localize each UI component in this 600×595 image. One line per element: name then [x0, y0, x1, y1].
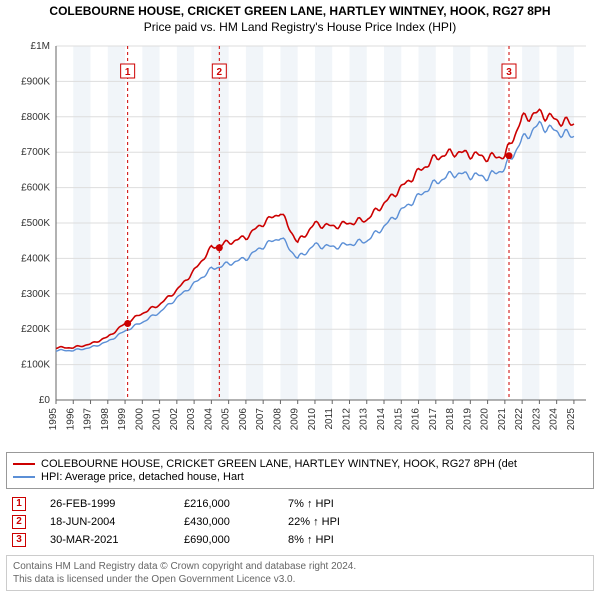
marker-price: £690,000	[184, 534, 264, 546]
svg-text:2000: 2000	[134, 407, 145, 430]
svg-text:£800K: £800K	[21, 111, 50, 122]
svg-text:2009: 2009	[290, 407, 301, 430]
marker-number-box: 3	[12, 533, 26, 547]
marker-date: 30-MAR-2021	[50, 534, 160, 546]
marker-row: 3 30-MAR-2021 £690,000 8% ↑ HPI	[6, 531, 594, 549]
svg-text:2017: 2017	[428, 407, 439, 430]
svg-text:£200K: £200K	[21, 324, 50, 335]
legend-row: COLEBOURNE HOUSE, CRICKET GREEN LANE, HA…	[13, 458, 587, 470]
svg-text:£500K: £500K	[21, 218, 50, 229]
svg-text:2023: 2023	[531, 407, 542, 430]
svg-text:2010: 2010	[307, 407, 318, 430]
svg-text:3: 3	[506, 67, 512, 78]
svg-text:1999: 1999	[117, 407, 128, 430]
svg-text:£400K: £400K	[21, 253, 50, 264]
svg-text:1996: 1996	[65, 407, 76, 430]
marker-row: 1 26-FEB-1999 £216,000 7% ↑ HPI	[6, 495, 594, 513]
svg-text:2014: 2014	[376, 407, 387, 430]
chart-subtitle: Price paid vs. HM Land Registry's House …	[6, 20, 594, 34]
svg-text:2004: 2004	[203, 407, 214, 430]
svg-text:2021: 2021	[497, 407, 508, 430]
legend-label: HPI: Average price, detached house, Hart	[41, 471, 244, 483]
svg-text:£1M: £1M	[31, 41, 50, 52]
marker-pct: 8% ↑ HPI	[288, 534, 358, 546]
svg-text:2024: 2024	[549, 407, 560, 430]
footer-line: Contains HM Land Registry data © Crown c…	[13, 560, 587, 573]
svg-text:2016: 2016	[411, 407, 422, 430]
svg-text:1997: 1997	[83, 407, 94, 430]
legend-label: COLEBOURNE HOUSE, CRICKET GREEN LANE, HA…	[41, 458, 517, 470]
svg-text:2013: 2013	[359, 407, 370, 430]
marker-pct: 22% ↑ HPI	[288, 516, 358, 528]
svg-text:2003: 2003	[186, 407, 197, 430]
svg-text:2002: 2002	[169, 407, 180, 430]
marker-number-box: 1	[12, 497, 26, 511]
footer-attribution: Contains HM Land Registry data © Crown c…	[6, 555, 594, 591]
marker-pct: 7% ↑ HPI	[288, 498, 358, 510]
legend-swatch	[13, 463, 35, 465]
svg-text:1: 1	[125, 67, 131, 78]
svg-text:2025: 2025	[566, 407, 577, 430]
svg-text:£300K: £300K	[21, 288, 50, 299]
legend: COLEBOURNE HOUSE, CRICKET GREEN LANE, HA…	[6, 452, 594, 489]
svg-text:1998: 1998	[100, 407, 111, 430]
svg-text:£900K: £900K	[21, 76, 50, 87]
svg-text:£100K: £100K	[21, 359, 50, 370]
footer-line: This data is licensed under the Open Gov…	[13, 573, 587, 586]
legend-row: HPI: Average price, detached house, Hart	[13, 471, 587, 483]
marker-list: 1 26-FEB-1999 £216,000 7% ↑ HPI 2 18-JUN-2004…	[6, 495, 594, 549]
svg-text:2015: 2015	[393, 407, 404, 430]
svg-text:2022: 2022	[514, 407, 525, 430]
marker-date: 26-FEB-1999	[50, 498, 160, 510]
svg-text:2012: 2012	[341, 407, 352, 430]
chart-container: COLEBOURNE HOUSE, CRICKET GREEN LANE, HA…	[0, 0, 600, 595]
marker-number-box: 2	[12, 515, 26, 529]
marker-price: £430,000	[184, 516, 264, 528]
svg-text:2007: 2007	[255, 407, 266, 430]
svg-text:1995: 1995	[48, 407, 59, 430]
svg-text:2006: 2006	[238, 407, 249, 430]
legend-swatch	[13, 476, 35, 478]
chart-title: COLEBOURNE HOUSE, CRICKET GREEN LANE, HA…	[6, 4, 594, 20]
svg-text:2011: 2011	[324, 407, 335, 429]
line-chart-svg: £0 £100K £200K £300K £400K £500K £600K £700K £80…	[6, 38, 594, 448]
svg-text:2005: 2005	[221, 407, 232, 430]
plot-area: £0 £100K £200K £300K £400K £500K £600K £700K £80…	[6, 38, 594, 448]
svg-text:2: 2	[217, 67, 223, 78]
marker-row: 2 18-JUN-2004 £430,000 22% ↑ HPI	[6, 513, 594, 531]
marker-price: £216,000	[184, 498, 264, 510]
svg-text:£600K: £600K	[21, 182, 50, 193]
marker-date: 18-JUN-2004	[50, 516, 160, 528]
svg-text:2019: 2019	[462, 407, 473, 430]
svg-text:£0: £0	[39, 395, 51, 406]
svg-text:2001: 2001	[152, 407, 163, 430]
svg-text:2008: 2008	[272, 407, 283, 430]
svg-text:2018: 2018	[445, 407, 456, 430]
svg-text:£700K: £700K	[21, 147, 50, 158]
svg-text:2020: 2020	[480, 407, 491, 430]
